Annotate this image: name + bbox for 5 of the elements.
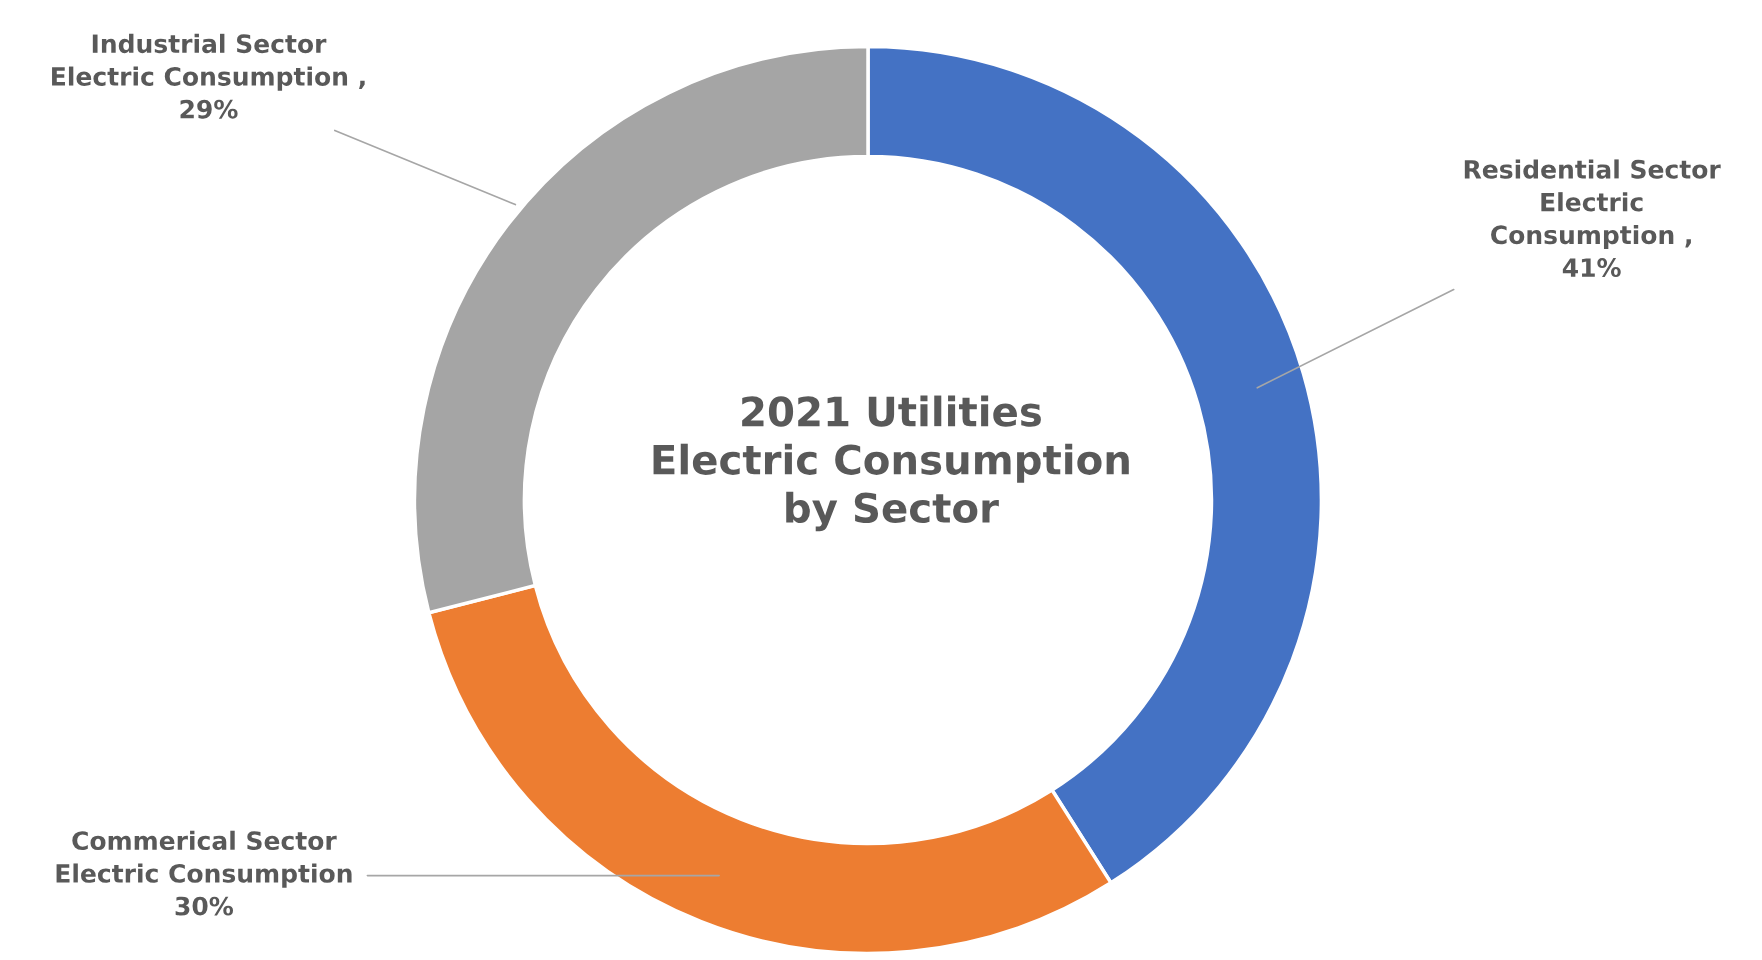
- text: 2021 Utilities Electric Consumption by Sector: [653, 395, 1129, 532]
- data-label: 30%: [175, 896, 234, 916]
- slice-label: Residential Sector Electric Consumption , 41%: [1464, 159, 1721, 277]
- slice-label: Commerical Sector Electric Consumption: [56, 830, 352, 888]
- slice-label: Industrial Sector Electric Consumption , 29%: [52, 33, 365, 119]
